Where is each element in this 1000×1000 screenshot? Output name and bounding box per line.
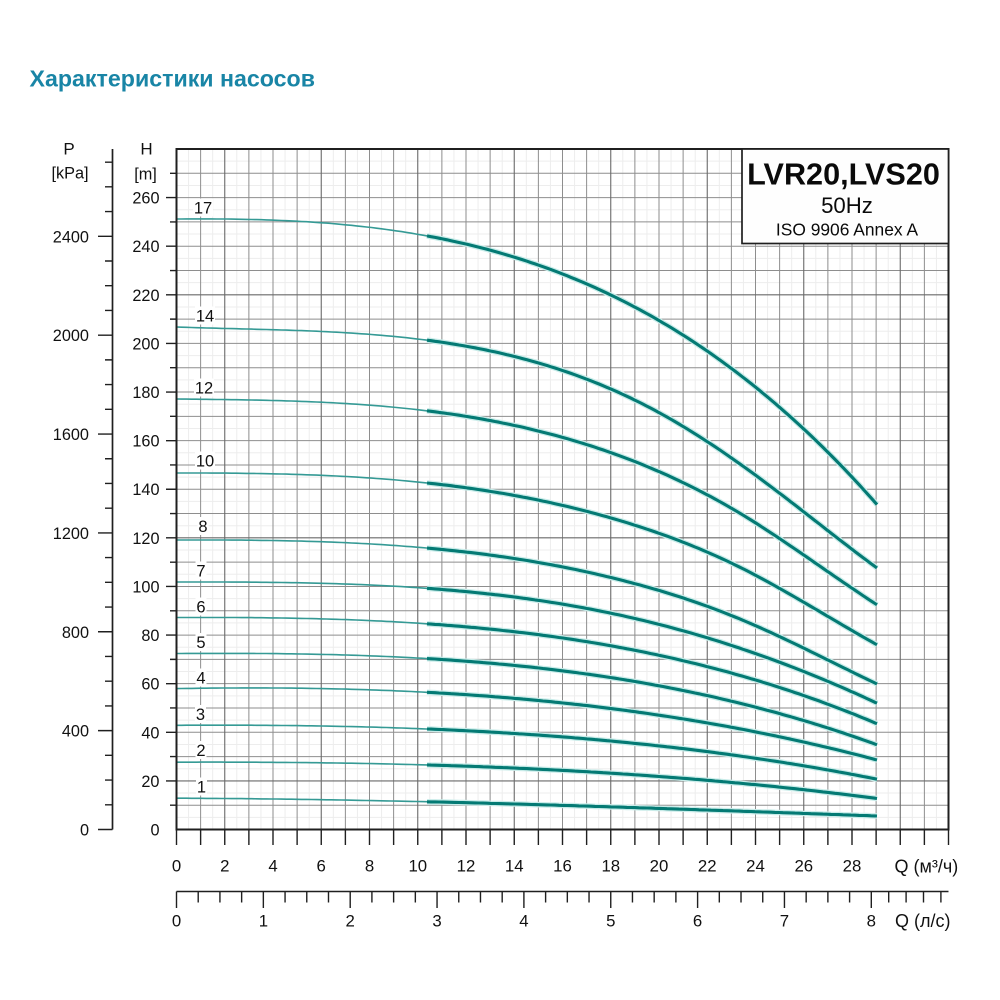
svg-text:5: 5 — [606, 912, 615, 931]
svg-text:4: 4 — [196, 670, 205, 688]
svg-text:2000: 2000 — [53, 327, 89, 345]
svg-text:[m]: [m] — [134, 166, 157, 184]
svg-text:50Hz: 50Hz — [821, 193, 873, 218]
svg-text:12: 12 — [195, 380, 213, 398]
svg-text:1600: 1600 — [53, 426, 89, 444]
svg-text:28: 28 — [843, 857, 862, 876]
svg-text:4: 4 — [268, 857, 277, 876]
svg-text:60: 60 — [141, 676, 159, 694]
svg-text:8: 8 — [365, 857, 374, 876]
svg-text:17: 17 — [194, 200, 212, 218]
svg-text:260: 260 — [132, 190, 159, 208]
svg-text:10: 10 — [196, 453, 214, 471]
svg-text:7: 7 — [780, 912, 789, 931]
svg-text:24: 24 — [746, 857, 765, 876]
svg-text:80: 80 — [141, 627, 159, 645]
svg-text:0: 0 — [172, 912, 181, 931]
svg-text:[kPa]: [kPa] — [51, 165, 88, 183]
svg-text:16: 16 — [553, 857, 572, 876]
svg-text:6: 6 — [196, 599, 205, 617]
svg-text:Характеристики насосов: Характеристики насосов — [30, 66, 315, 92]
svg-text:LVR20,LVS20: LVR20,LVS20 — [747, 158, 940, 192]
svg-text:18: 18 — [601, 857, 620, 876]
svg-text:6: 6 — [693, 912, 702, 931]
svg-text:100: 100 — [132, 579, 159, 597]
svg-text:Q (л/с): Q (л/с) — [895, 911, 951, 931]
svg-text:1: 1 — [197, 779, 206, 797]
svg-text:6: 6 — [317, 857, 326, 876]
svg-text:0: 0 — [80, 822, 89, 840]
svg-text:3: 3 — [196, 706, 205, 724]
svg-text:0: 0 — [172, 857, 181, 876]
svg-text:200: 200 — [132, 335, 159, 353]
svg-text:4: 4 — [519, 912, 528, 931]
svg-text:10: 10 — [408, 857, 427, 876]
svg-text:120: 120 — [132, 530, 159, 548]
svg-text:P: P — [63, 140, 74, 159]
svg-text:800: 800 — [62, 624, 89, 642]
svg-text:H: H — [140, 140, 152, 159]
svg-text:2: 2 — [346, 912, 355, 931]
svg-text:1: 1 — [259, 912, 268, 931]
svg-text:12: 12 — [457, 857, 476, 876]
svg-text:2400: 2400 — [53, 228, 89, 246]
svg-text:22: 22 — [698, 857, 717, 876]
svg-text:240: 240 — [132, 238, 159, 256]
svg-text:180: 180 — [132, 384, 159, 402]
svg-text:7: 7 — [196, 563, 205, 581]
svg-text:0: 0 — [150, 822, 159, 840]
svg-text:Q (м³/ч): Q (м³/ч) — [895, 857, 959, 877]
svg-text:14: 14 — [505, 857, 524, 876]
svg-text:20: 20 — [141, 773, 159, 791]
svg-text:14: 14 — [196, 308, 214, 326]
svg-text:40: 40 — [141, 724, 159, 742]
svg-text:3: 3 — [432, 912, 441, 931]
svg-text:8: 8 — [198, 518, 207, 536]
svg-text:2: 2 — [196, 742, 205, 760]
svg-text:ISO 9906 Annex A: ISO 9906 Annex A — [776, 220, 919, 240]
svg-text:20: 20 — [650, 857, 669, 876]
svg-text:26: 26 — [794, 857, 813, 876]
svg-text:1200: 1200 — [53, 525, 89, 543]
svg-text:8: 8 — [867, 912, 876, 931]
svg-text:2: 2 — [220, 857, 229, 876]
svg-text:400: 400 — [62, 723, 89, 741]
svg-text:5: 5 — [196, 634, 205, 652]
svg-text:220: 220 — [132, 287, 159, 305]
svg-text:140: 140 — [132, 481, 159, 499]
svg-text:160: 160 — [132, 433, 159, 451]
